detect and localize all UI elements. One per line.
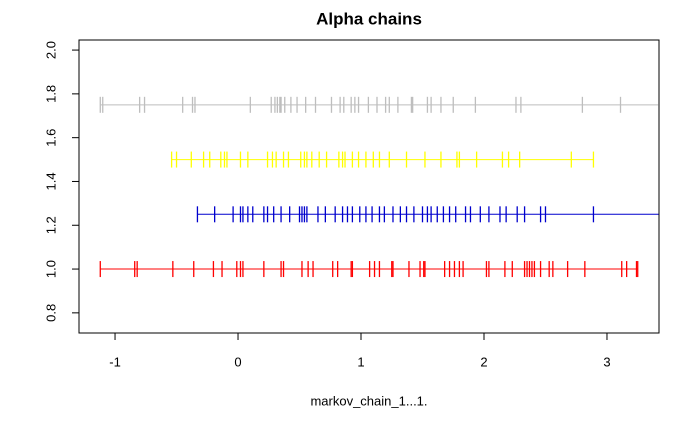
x-tick-label: 2 xyxy=(480,354,487,369)
x-axis-label: markov_chain_1...1. xyxy=(310,393,427,408)
y-tick-label: 0.8 xyxy=(43,304,58,322)
x-tick-label: 3 xyxy=(603,354,610,369)
y-tick-label: 1.4 xyxy=(43,172,58,190)
x-tick-label: 0 xyxy=(234,354,241,369)
y-tick-label: 1.0 xyxy=(43,260,58,278)
y-tick-label: 1.6 xyxy=(43,129,58,147)
y-tick-label: 1.2 xyxy=(43,216,58,234)
y-tick-label: 2.0 xyxy=(43,41,58,59)
plot-area xyxy=(99,96,659,278)
x-tick-label: -1 xyxy=(109,354,121,369)
x-tick-label: 1 xyxy=(357,354,364,369)
plot-box xyxy=(78,39,660,334)
y-tick-label: 1.8 xyxy=(43,85,58,103)
chart-title: Alpha chains xyxy=(316,9,422,28)
